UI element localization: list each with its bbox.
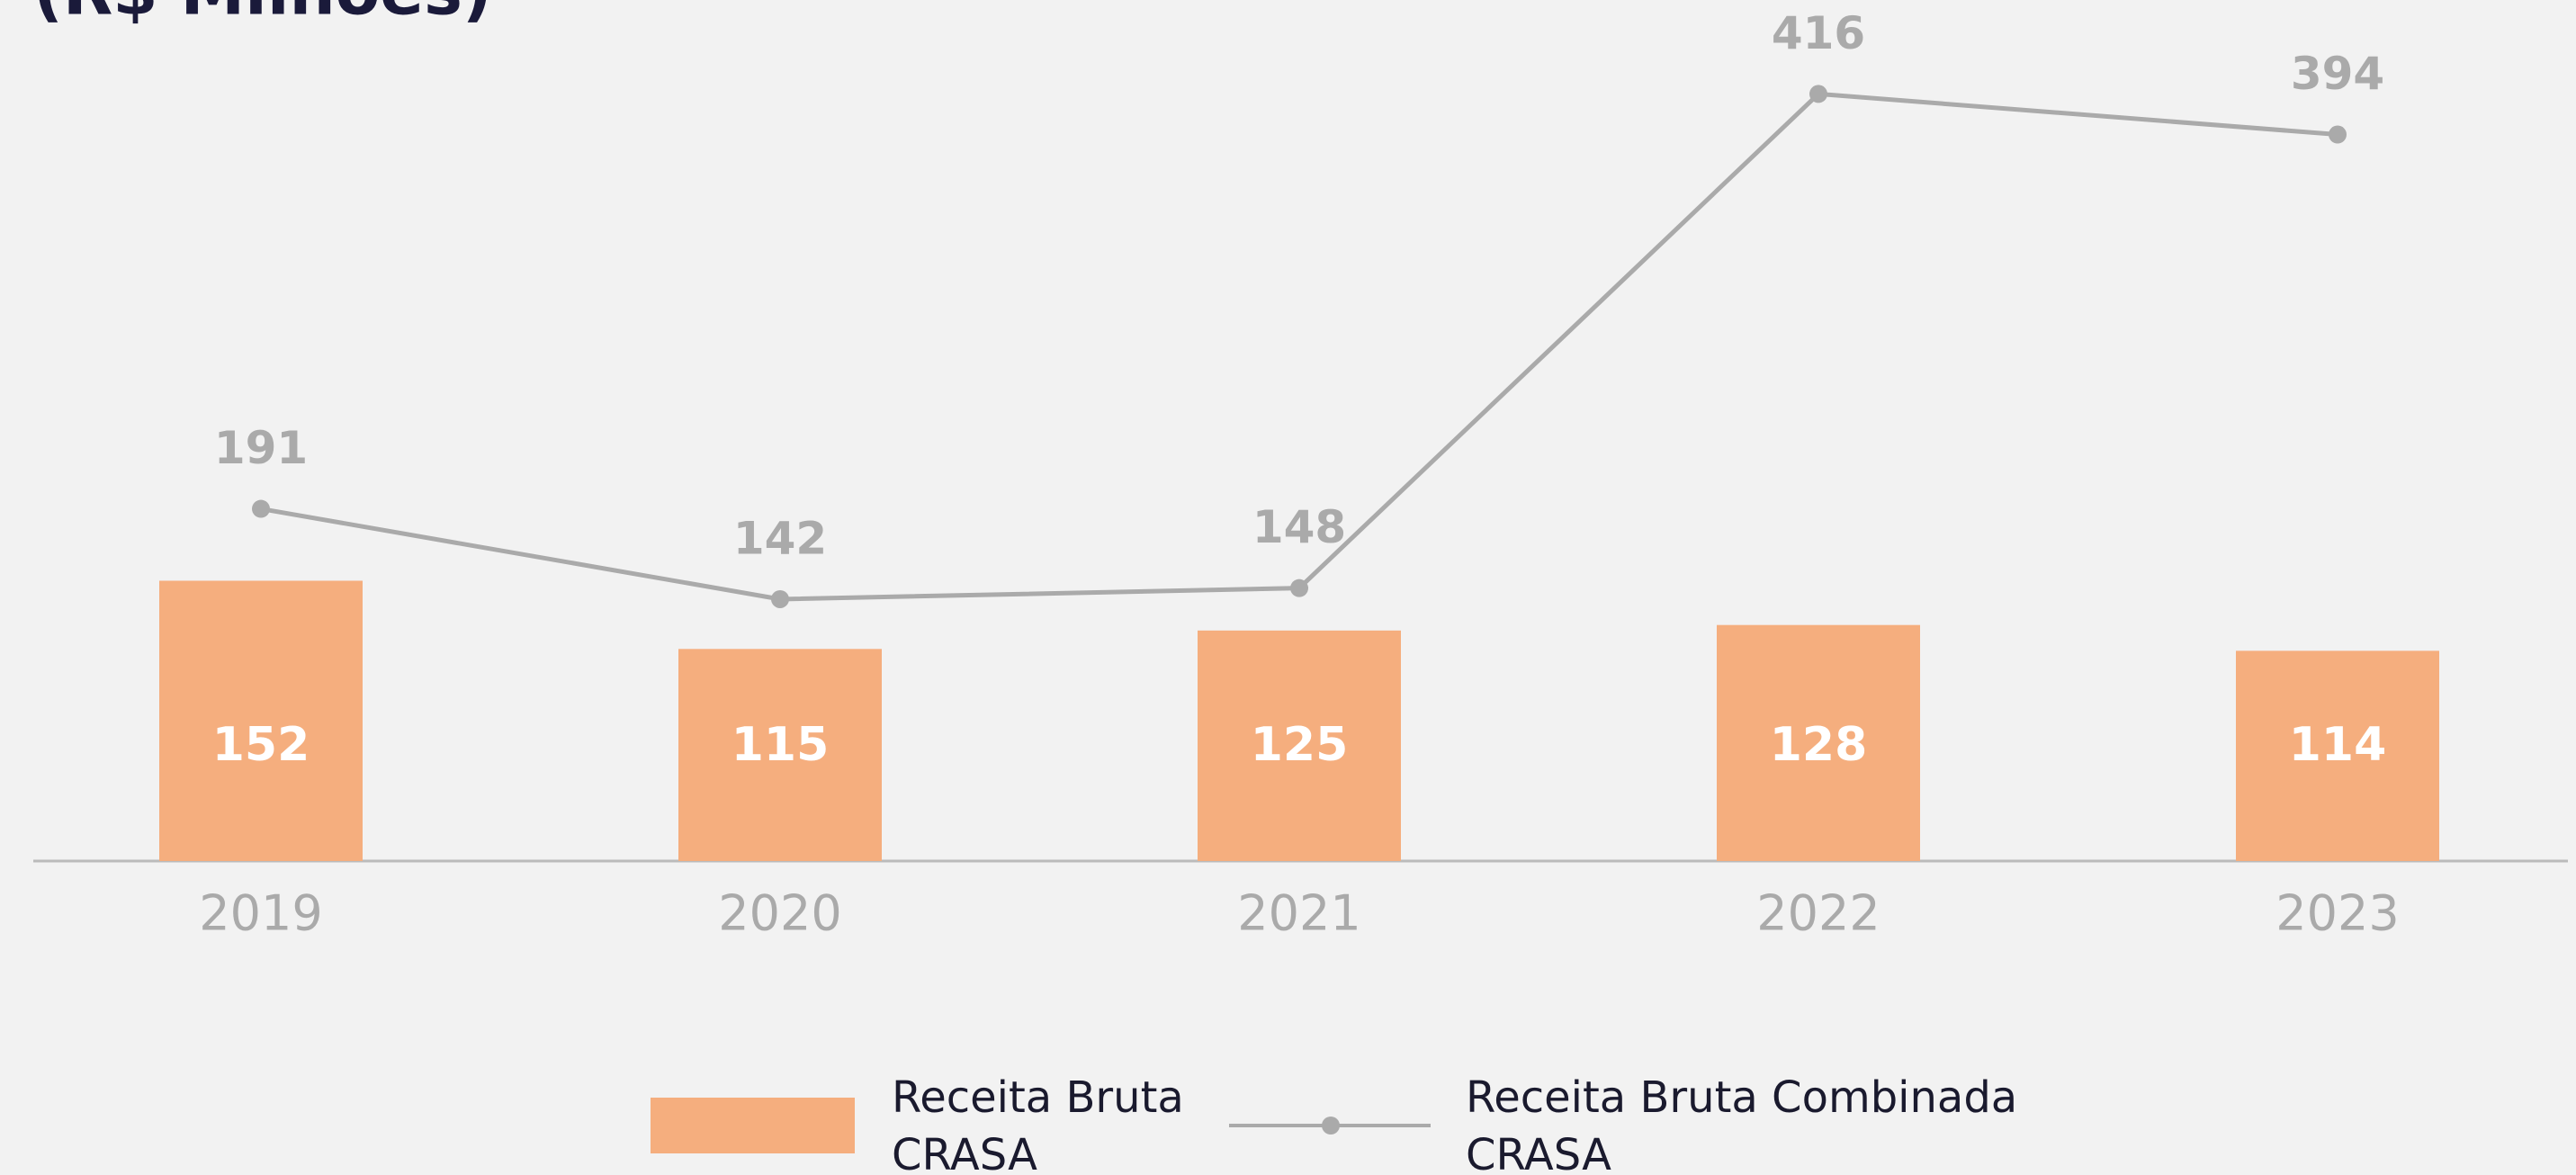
line-value-label: 416 (1772, 7, 1865, 59)
line-point (2329, 125, 2347, 144)
bar-value-label: 152 (212, 718, 310, 772)
x-tick-label: 2022 (1756, 885, 1880, 942)
x-tick-label: 2023 (2275, 885, 2399, 942)
bar-value-label: 115 (732, 718, 830, 772)
bar (1198, 630, 1401, 861)
bar-value-label: 125 (1251, 718, 1349, 772)
bar (159, 580, 363, 861)
bar-value-label: 114 (2289, 718, 2387, 772)
line-point (1290, 579, 1308, 597)
line-value-label: 148 (1252, 501, 1346, 553)
line-value-label: 191 (214, 422, 308, 474)
legend-label: Receita Bruta Combinada CRASA (1466, 1072, 2018, 1175)
x-tick-label: 2021 (1237, 885, 1360, 942)
chart-title: (R$ Milhões) (33, 0, 492, 30)
bar (678, 649, 882, 861)
line-point (771, 589, 789, 608)
legend-label: Receita Bruta CRASA (892, 1072, 1184, 1175)
legend-swatch (1322, 1117, 1340, 1135)
x-tick-label: 2020 (718, 885, 841, 942)
bar (2236, 650, 2439, 861)
line-point (1809, 85, 1827, 103)
legend-swatch (651, 1098, 855, 1153)
line-value-label: 142 (733, 512, 827, 564)
bar (1717, 624, 1920, 861)
bar-value-label: 128 (1770, 718, 1868, 772)
line-point (252, 499, 270, 518)
line-value-label: 394 (2291, 48, 2384, 100)
x-tick-label: 2019 (199, 885, 322, 942)
